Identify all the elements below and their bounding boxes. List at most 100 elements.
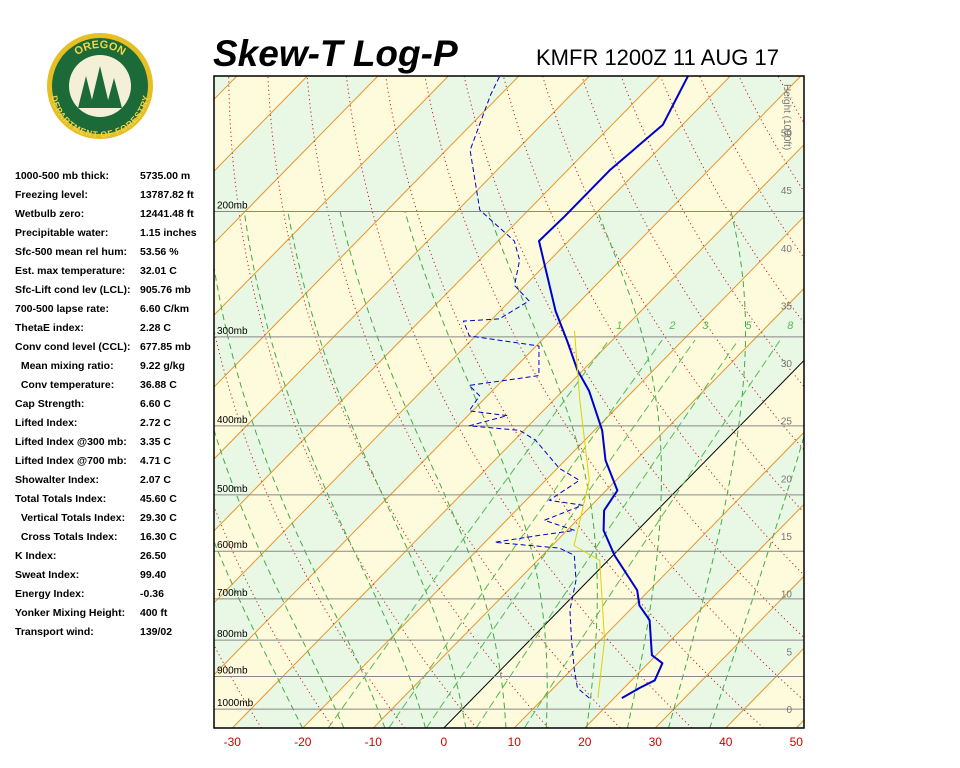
zero-isotherm: [443, 359, 804, 728]
height-label: 40: [781, 244, 793, 255]
x-tick-label: -10: [365, 735, 383, 749]
index-label: Cap Strength:: [15, 398, 84, 410]
index-label: Precipitable water:: [15, 227, 108, 239]
pressure-label: 800mb: [217, 629, 248, 640]
mixing-ratio-label: 3: [702, 320, 709, 332]
dry-adiabat: [502, 76, 804, 576]
x-tick-label: 50: [790, 735, 804, 749]
pressure-label: 300mb: [217, 326, 248, 337]
isotherm-band: [796, 720, 804, 728]
x-tick-label: 10: [508, 735, 522, 749]
isotherm-band: [867, 76, 960, 728]
mixing-ratio-line: [388, 339, 663, 728]
logo: OREGON DEPARTMENT OF FORESTRY: [47, 33, 153, 139]
index-value: 2.07 C: [140, 474, 171, 486]
index-label: K Index:: [15, 550, 56, 562]
index-label: Lifted Index:: [15, 417, 77, 429]
pressure-label: 200mb: [217, 201, 248, 212]
sounding-line: [462, 76, 590, 699]
height-label: 45: [781, 186, 793, 197]
index-label: 700-500 lapse rate:: [15, 303, 109, 315]
dry-adiabat: [228, 76, 478, 728]
index-label: Conv temperature:: [15, 379, 114, 391]
index-label: ThetaE index:: [15, 322, 84, 334]
dry-adiabat: [932, 71, 960, 728]
height-label: 20: [781, 474, 793, 485]
moist-adiabat: [404, 211, 548, 728]
isotherm: [654, 575, 804, 728]
height-label: 15: [781, 532, 793, 543]
dry-adiabat: [815, 71, 960, 728]
isotherm: [214, 76, 379, 244]
index-label: Total Totals Index:: [15, 493, 106, 505]
sounding-line: [538, 76, 689, 699]
logo-top-text: OREGON: [72, 39, 127, 58]
axes: 1000mb 900mb 800mb 700mb 600mb 500mb 400mb 300m…: [213, 75, 805, 749]
isotherm: [214, 76, 449, 316]
index-value: 1.15 inches: [140, 227, 197, 239]
moist-adiabat: [597, 211, 662, 728]
pressure-label: 400mb: [217, 415, 248, 426]
index-label: Freezing level:: [15, 189, 88, 201]
index-value: 13787.82 ft: [140, 189, 194, 201]
index-label: Mean mixing ratio:: [15, 360, 114, 372]
height-axis-label: Height (1000ft): [781, 84, 792, 150]
isotherm-band: [214, 76, 237, 100]
dry-adiabat: [463, 76, 804, 639]
isotherm: [302, 215, 804, 728]
x-tick-label: 20: [578, 735, 592, 749]
x-tick-label: -20: [294, 735, 312, 749]
isotherm: [584, 503, 804, 728]
plot-frame: [213, 75, 805, 729]
index-label: Cross Totals Index:: [15, 531, 118, 543]
index-value: 53.56 %: [140, 246, 179, 258]
index-value: 400 ft: [140, 607, 168, 619]
index-label: 1000-500 mb thick:: [15, 170, 109, 182]
pressure-label: 600mb: [217, 540, 248, 551]
height-label: 0: [786, 705, 792, 716]
index-value: 32.01 C: [140, 265, 177, 277]
x-tick-label: -30: [224, 735, 242, 749]
isotherm: [214, 76, 731, 604]
dry-adiabat: [620, 76, 804, 388]
chart-title: Skew-T Log-P: [213, 33, 458, 74]
index-value: 2.28 C: [140, 322, 171, 334]
index-value: 2.72 C: [140, 417, 171, 429]
index-label: Vertical Totals Index:: [15, 512, 125, 524]
pressure-label: 700mb: [217, 588, 248, 599]
index-value: 677.85 mb: [140, 341, 191, 353]
mixing-ratio-label: 5: [745, 320, 752, 332]
dry-adiabat: [893, 71, 960, 728]
index-label: Sweat Index:: [15, 569, 79, 581]
index-label: Sfc-500 mean rel hum:: [15, 246, 127, 258]
x-tick-label: 0: [440, 735, 447, 749]
height-label: 5: [786, 647, 792, 658]
index-value: 16.30 C: [140, 531, 177, 543]
index-value: 5735.00 m: [140, 170, 190, 182]
index-value: 26.50: [140, 550, 166, 562]
dry-adiabat: [854, 71, 960, 728]
index-label: Yonker Mixing Height:: [15, 607, 125, 619]
moist-adiabat: [214, 428, 345, 728]
dry-adiabat: [214, 505, 334, 728]
isotherm: [513, 431, 804, 728]
mixing-ratio-label: 8: [787, 320, 794, 332]
index-value: 29.30 C: [140, 512, 177, 524]
index-label: Wetbulb zero:: [15, 208, 84, 220]
dry-adiabat: [306, 76, 621, 728]
moist-adiabat: [287, 211, 467, 728]
pressure-label: 1000mb: [217, 698, 254, 709]
index-label: Sfc-Lift cond lev (LCL):: [15, 284, 131, 296]
index-label: Showalter Index:: [15, 474, 99, 486]
sounding-line: [573, 330, 606, 699]
index-value: 45.60 C: [140, 493, 177, 505]
isotherm: [795, 719, 804, 728]
mixing-ratio-line: [523, 339, 781, 728]
isotherm: [867, 76, 960, 728]
dry-adiabat: [659, 76, 804, 324]
index-value: 4.71 C: [140, 455, 171, 467]
mixing-ratio-line: [425, 339, 696, 728]
moist-adiabat: [214, 540, 304, 728]
index-value: 36.88 C: [140, 379, 177, 391]
